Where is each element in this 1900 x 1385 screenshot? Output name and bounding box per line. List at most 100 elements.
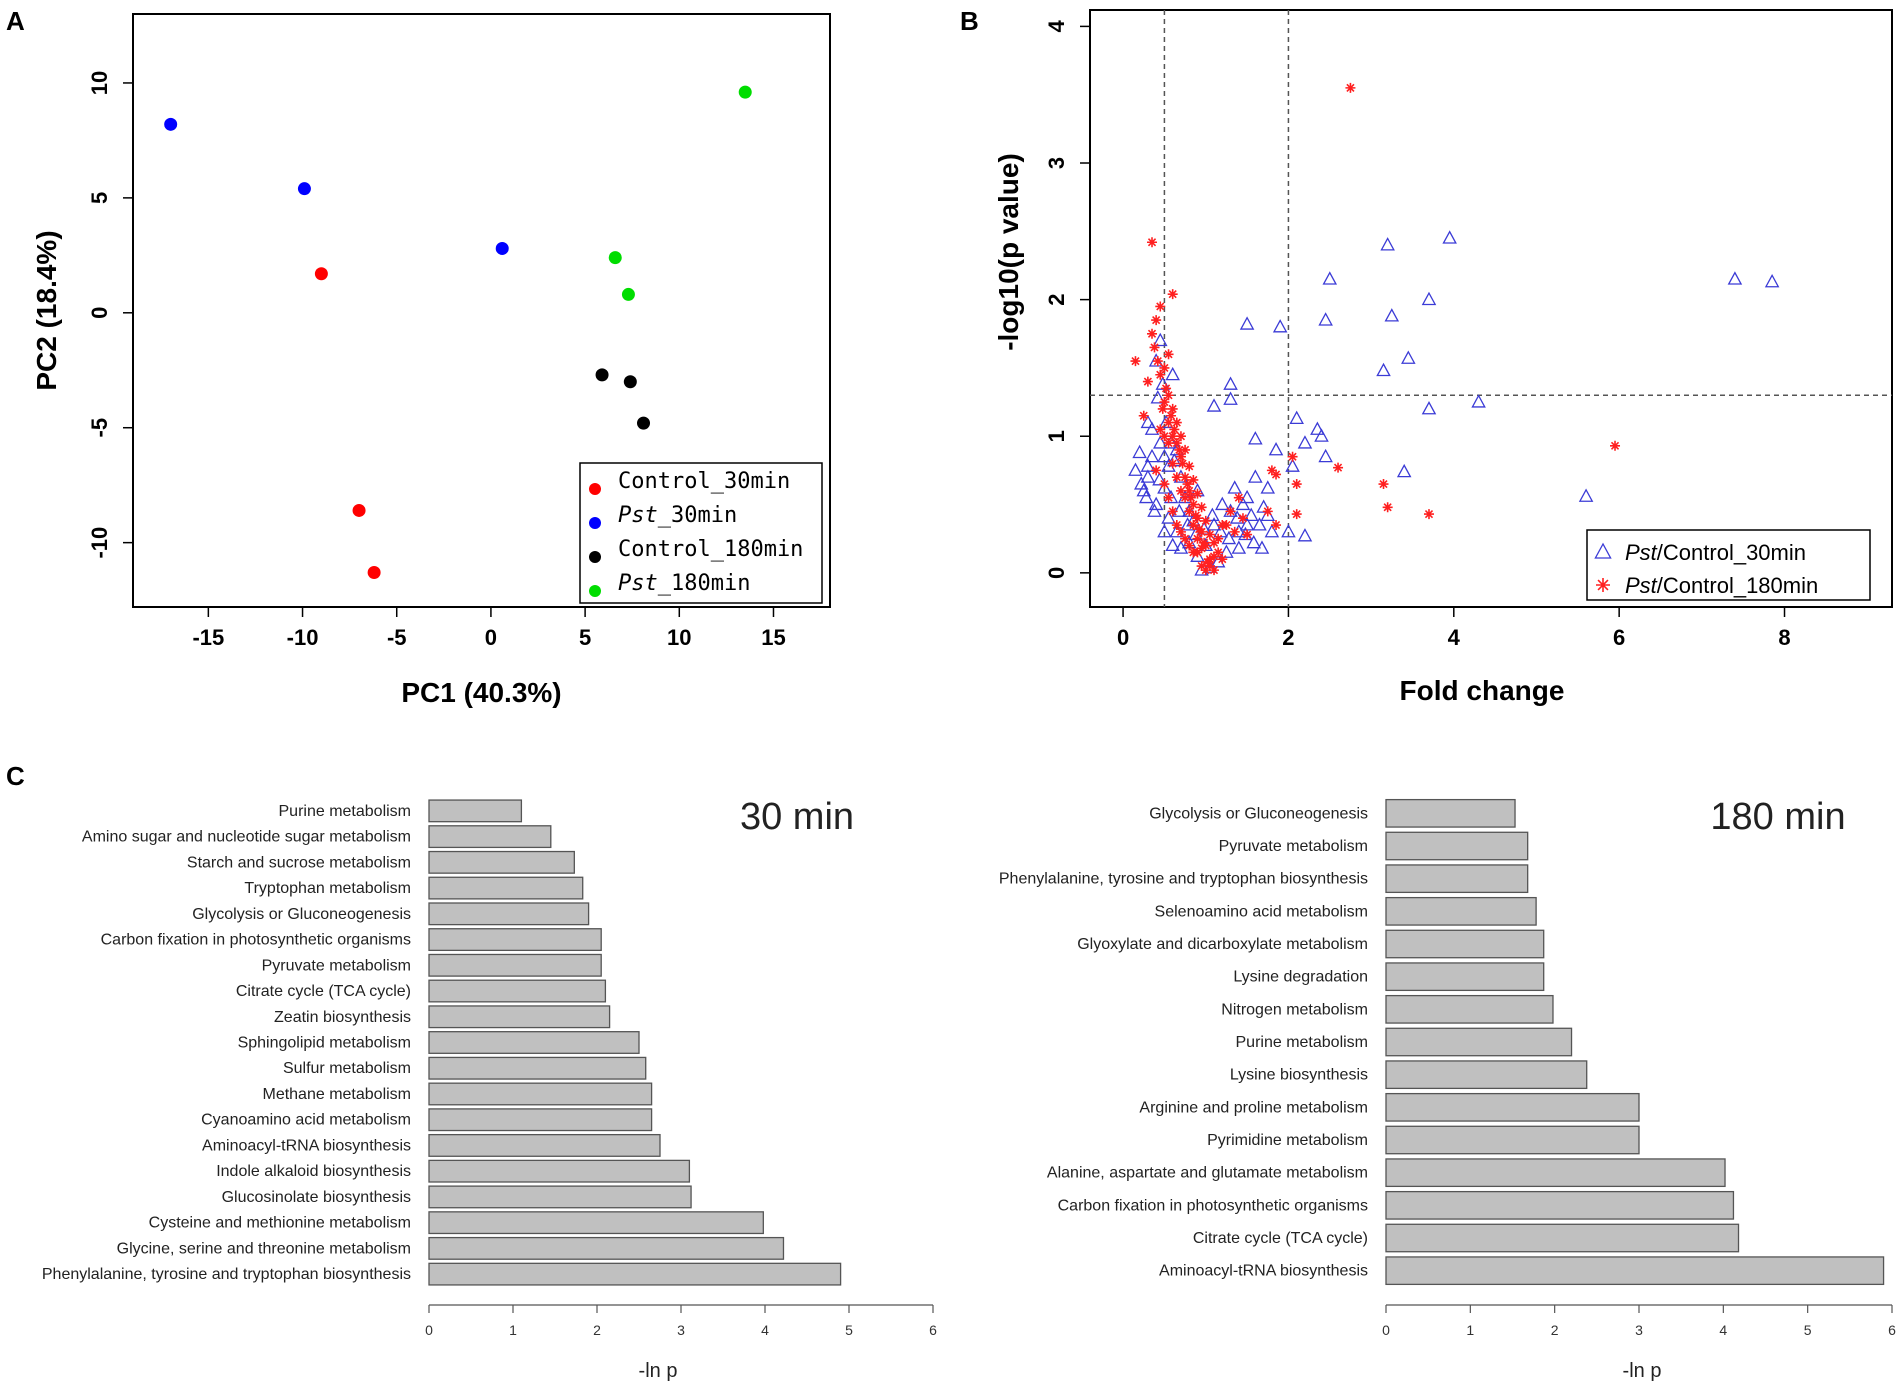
- data-point-pst-control-180min: [1204, 529, 1215, 540]
- data-point-pst-control-30min: [1148, 496, 1164, 511]
- data-point-pst-control-180min: [1180, 472, 1191, 483]
- volcano-plot: 0 2 4 6 8 0 1 2 3 4 Fold change -log10(p value) Pst/…: [993, 9, 1893, 706]
- data-point-pst-control-30min: [1173, 540, 1189, 554]
- data-point-pst-control-180min: [1169, 424, 1180, 435]
- x-axis-title: -ln p: [1623, 1360, 1662, 1382]
- data-point-pst-control-30min: [1401, 350, 1416, 364]
- data-point-pst-control-30min: [1248, 469, 1263, 483]
- data-point-pst-control-180min: [1204, 561, 1215, 572]
- category-label: Selenoamino acid metabolism: [1155, 903, 1368, 920]
- data-point-pst-control-30min: [1157, 524, 1172, 538]
- legend-label-pst-control-180min: Pst/Control_180min: [1625, 573, 1818, 598]
- data-point-pst-180min: [738, 85, 752, 99]
- bar-lysine-biosynthesis: [1385, 1060, 1588, 1090]
- data-point-pst-control-180min: [1171, 520, 1182, 531]
- data-point-pst-control-180min: [1188, 520, 1199, 531]
- y-tick-label: -5: [87, 418, 112, 438]
- data-point-pst-control-180min: [1151, 315, 1162, 326]
- bar-methane-metabolism: [428, 1082, 653, 1106]
- data-point-pst-control-180min: [1345, 82, 1356, 93]
- data-point-pst-control-180min: [1202, 556, 1213, 567]
- data-point-pst-control-180min: [1174, 444, 1185, 455]
- x-axis-title: Fold change: [1400, 675, 1565, 706]
- data-point-pst-control-30min: [1764, 273, 1780, 288]
- data-point-pst-control-30min: [1285, 458, 1300, 472]
- data-point-pst-control-30min: [1161, 510, 1176, 524]
- data-point-pst-control-30min: [1219, 544, 1234, 558]
- x-tick-label: 3: [677, 1322, 685, 1338]
- y-tick-label: 1: [1044, 430, 1069, 442]
- data-point-pst-control-30min: [1172, 503, 1187, 517]
- data-point-pst-control-30min: [1223, 391, 1238, 405]
- category-label: Cysteine and methionine metabolism: [149, 1215, 411, 1232]
- legend-marker-control-30min: [589, 483, 601, 495]
- category-label: Purine metabolism: [1236, 1034, 1369, 1051]
- legend-box: [1586, 529, 1871, 601]
- bar-sphingolipid-metabolism: [428, 1031, 640, 1054]
- bar-zeatin-biosynthesis: [428, 1005, 611, 1029]
- data-point-pst-control-180min: [1221, 520, 1232, 531]
- data-point-pst-control-180min: [1159, 362, 1170, 373]
- data-point-pst-control-180min: [1152, 356, 1163, 367]
- data-point-pst-control-30min: [1206, 398, 1222, 412]
- category-label: Lysine degradation: [1233, 969, 1368, 986]
- legend-label-pst-control-30min: Pst/Control_30min: [1625, 540, 1806, 565]
- data-point-pst-control-30min: [1318, 448, 1333, 463]
- data-point-pst-control-30min: [1165, 366, 1180, 381]
- data-point-pst-control-30min: [1272, 319, 1288, 333]
- legend-marker-pst-180min: [589, 585, 601, 597]
- data-point-pst-control-180min: [1159, 431, 1170, 442]
- data-point-pst-control-180min: [1271, 469, 1282, 480]
- category-label: Glycolysis or Gluconeogenesis: [1149, 805, 1368, 822]
- data-point-pst-control-30min: [1223, 376, 1238, 390]
- x-tick-label: 15: [761, 625, 785, 650]
- data-point-pst-control-30min: [1322, 271, 1338, 285]
- data-point-pst-control-180min: [1180, 533, 1191, 544]
- plot-frame: [132, 13, 831, 608]
- bar-carbon-fixation-in-photosynthetic-organisms: [1385, 1190, 1735, 1220]
- data-point-pst-control-30min: [1138, 489, 1154, 504]
- category-label: Citrate cycle (TCA cycle): [236, 983, 411, 1000]
- data-point-pst-control-30min: [1227, 480, 1242, 494]
- data-point-pst-control-180min: [1151, 465, 1162, 476]
- category-label: Sphingolipid metabolism: [238, 1035, 411, 1052]
- data-point-pst-control-180min: [1194, 524, 1205, 535]
- category-label: Nitrogen metabolism: [1221, 1001, 1368, 1018]
- bar-alanine-aspartate-and-glutamate-metabolism: [1385, 1158, 1726, 1188]
- data-point-pst-control-30min: [1297, 528, 1313, 542]
- x-tick-label: 4: [761, 1322, 769, 1338]
- data-point-pst-control-30min: [1318, 312, 1333, 326]
- data-point-pst-control-180min: [1163, 390, 1174, 401]
- data-point-pst-control-180min: [1229, 526, 1240, 537]
- category-label: Cyanoamino acid metabolism: [201, 1112, 411, 1129]
- y-tick-label: 5: [87, 192, 112, 204]
- data-point-pst-control-180min: [1159, 397, 1170, 408]
- data-point-pst-control-180min: [1149, 342, 1160, 353]
- data-point-pst-control-30min: [1268, 442, 1284, 456]
- data-point-pst-control-180min: [1182, 479, 1193, 490]
- data-point-pst-control-180min: [1155, 369, 1166, 380]
- data-point-pst-control-30min: [1157, 448, 1172, 463]
- data-point-pst-control-180min: [1175, 526, 1186, 537]
- data-point-pst-control-180min: [1177, 458, 1188, 469]
- data-point-pst-control-30min: [1396, 463, 1412, 478]
- data-point-pst-control-180min: [1192, 488, 1203, 499]
- legend-label-pst-30min: Pst_30min: [618, 503, 737, 528]
- data-point-pst-control-180min: [1213, 547, 1224, 558]
- data-point-pst-control-30min: [1153, 435, 1168, 449]
- data-point-pst-180min: [621, 287, 635, 301]
- data-point-pst-control-30min: [1254, 540, 1270, 554]
- data-point-pst-control-180min: [1199, 537, 1210, 548]
- legend-box: [579, 462, 823, 604]
- data-point-pst-control-180min: [1130, 356, 1141, 367]
- x-tick-label: 0: [425, 1322, 433, 1338]
- data-point-pst-control-180min: [1237, 513, 1248, 524]
- category-label: Pyrimidine metabolism: [1207, 1132, 1368, 1149]
- data-point-pst-control-30min: [1442, 230, 1457, 244]
- data-point-pst-control-180min: [1291, 479, 1302, 490]
- data-point-pst-control-180min: [1159, 479, 1170, 490]
- y-axis-title: -log10(p value): [993, 153, 1024, 351]
- legend-marker-pst-control-30min: [1594, 542, 1612, 559]
- category-label: Glucosinolate biosynthesis: [222, 1189, 411, 1206]
- x-tick-label: 2: [593, 1322, 601, 1338]
